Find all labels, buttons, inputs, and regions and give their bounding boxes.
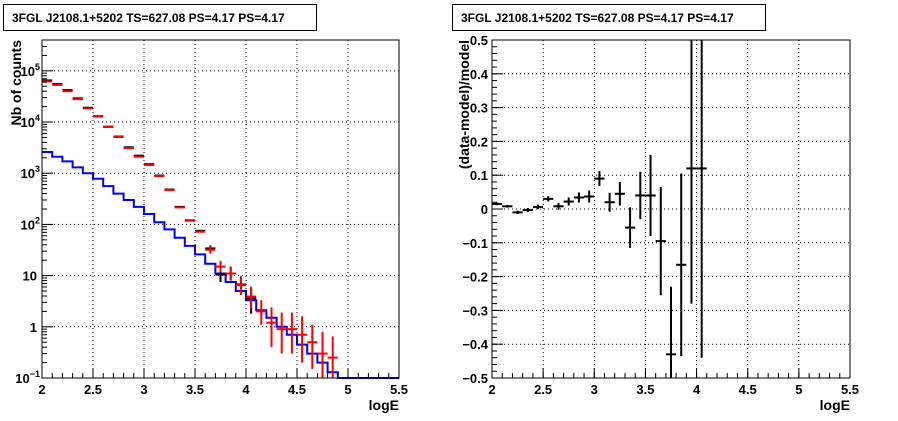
residual-point xyxy=(573,192,585,203)
red-data-point xyxy=(297,316,308,363)
right-y-tick-label: −0.3 xyxy=(462,303,488,318)
right-y-tick-label: 0 xyxy=(481,202,488,217)
red-data-point xyxy=(317,331,328,378)
right-x-tick-label: 2 xyxy=(488,382,495,397)
left-x-tick-label: 3.5 xyxy=(186,382,204,397)
left-grid xyxy=(42,40,399,378)
residual-point xyxy=(635,171,646,220)
left-x-axis-label: logE xyxy=(369,397,399,413)
right-grid xyxy=(492,40,850,378)
right-y-tick-label: −0.4 xyxy=(462,337,488,352)
residual-point xyxy=(532,204,544,210)
residual-point xyxy=(543,196,554,202)
left-x-tick-label: 2.5 xyxy=(84,382,102,397)
red-data-point xyxy=(266,307,277,348)
red-data-point xyxy=(215,260,226,273)
right-y-tick-label: 0.1 xyxy=(470,168,488,183)
right-y-tick-label: 0.4 xyxy=(470,67,489,82)
residual-point xyxy=(594,171,605,187)
residual-point xyxy=(645,154,656,237)
red-data-point xyxy=(256,300,267,325)
residual-point xyxy=(604,192,615,212)
right-y-tick-label: −0.1 xyxy=(462,236,488,251)
right-x-tick-label: 3.5 xyxy=(636,382,654,397)
left-y-tick-label: 103 xyxy=(21,164,40,181)
residual-point xyxy=(686,40,697,304)
left-y-tick-label: 1 xyxy=(30,320,37,335)
right-y-tick-label: 0.5 xyxy=(470,33,488,48)
residual-point xyxy=(512,210,523,215)
left-ticks: 2 2.5 3 3.5 4 4.5 5 5.5 10−1 1 10 102 103 104 105 xyxy=(15,39,408,397)
right-y-axis-label: (data-model)/model xyxy=(456,40,472,169)
right-x-tick-label: 5.5 xyxy=(841,382,859,397)
red-data-point xyxy=(307,324,318,369)
right-y-tick-label: −0.2 xyxy=(462,270,488,285)
red-data-point xyxy=(225,266,236,281)
residual-point xyxy=(655,187,666,296)
residual-point xyxy=(614,181,625,206)
right-x-tick-label: 4 xyxy=(693,382,701,397)
left-x-tick-label: 5.5 xyxy=(390,382,408,397)
right-x-axis-label: logE xyxy=(820,397,850,413)
model-step-line xyxy=(42,151,399,379)
red-data-point xyxy=(286,312,297,354)
left-y-tick-label: 105 xyxy=(21,62,40,79)
right-x-tick-label: 3 xyxy=(591,382,598,397)
left-series xyxy=(42,79,399,379)
residual-point xyxy=(553,202,564,210)
left-y-tick-label: 104 xyxy=(21,113,40,130)
right-plot: 2 2.5 3 3.5 4 4.5 5 5.5 −0.5 −0.4 −0.3 −0.2 −0.1 0 0.1… xyxy=(456,33,859,413)
residual-point xyxy=(492,202,503,206)
left-plot-title: 3FGL J2108.1+5202 TS=627.08 PS=4.17 PS=4… xyxy=(3,4,317,31)
red-data-point xyxy=(327,336,338,378)
residual-point xyxy=(665,286,677,378)
left-y-tick-label: 10−1 xyxy=(15,369,40,386)
residual-point xyxy=(676,173,687,357)
residual-point xyxy=(584,190,595,203)
left-plot: 2 2.5 3 3.5 4 4.5 5 5.5 10−1 1 10 102 103 104 105 logE… xyxy=(8,39,408,413)
left-frame xyxy=(41,39,400,379)
right-y-tick-label: 0.3 xyxy=(470,101,488,116)
red-data-point xyxy=(235,276,246,295)
left-x-tick-label: 2 xyxy=(38,382,45,397)
left-x-tick-label: 4.5 xyxy=(288,382,306,397)
residual-point xyxy=(502,204,513,208)
right-plot-title: 3FGL J2108.1+5202 TS=627.08 PS=4.17 PS=4… xyxy=(452,4,766,31)
residual-point xyxy=(624,207,636,248)
red-data-point xyxy=(246,286,257,309)
residual-point xyxy=(522,207,533,213)
red-data-point xyxy=(276,312,287,354)
red-data-point xyxy=(205,245,216,254)
residual-point xyxy=(696,40,707,358)
right-y-tick-label: 0.2 xyxy=(470,134,488,149)
right-series xyxy=(492,40,707,378)
right-x-tick-label: 5 xyxy=(795,382,802,397)
left-y-axis-label: Nb of counts xyxy=(8,40,24,126)
right-x-tick-label: 4.5 xyxy=(739,382,757,397)
left-x-tick-label: 5 xyxy=(344,382,351,397)
left-y-tick-label: 10 xyxy=(23,269,37,284)
left-y-tick-label: 102 xyxy=(21,215,40,232)
left-x-tick-label: 4 xyxy=(242,382,250,397)
right-x-tick-label: 2.5 xyxy=(534,382,552,397)
right-y-tick-label: −0.5 xyxy=(462,371,488,386)
left-x-tick-label: 3 xyxy=(140,382,147,397)
residual-point xyxy=(563,197,574,206)
right-ticks: 2 2.5 3 3.5 4 4.5 5 5.5 −0.5 −0.4 −0.3 −0.2 −0.1 0 0.1… xyxy=(462,33,859,397)
